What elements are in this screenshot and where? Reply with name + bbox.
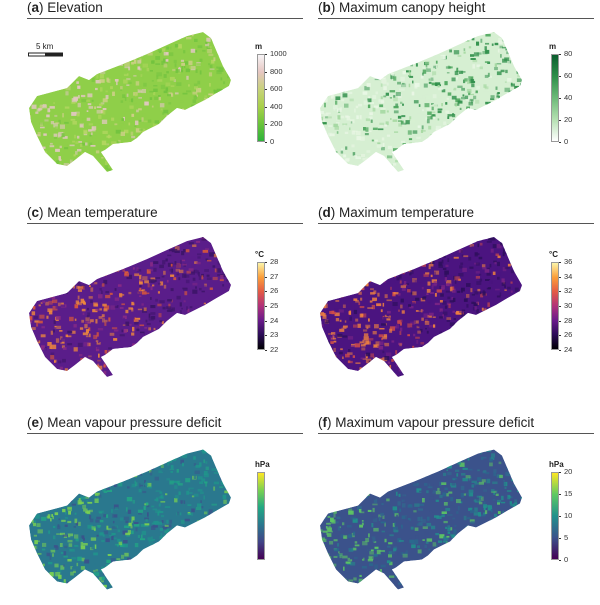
colorbar-unit: m — [255, 42, 262, 51]
colorbar-tick-mark — [559, 54, 561, 55]
colorbar-tick-label: 32 — [564, 286, 572, 295]
colorbar-tick-label: 0 — [270, 137, 274, 146]
colorbar-tick-mark — [559, 494, 561, 495]
colorbar-unit: hPa — [255, 460, 270, 469]
colorbar-tick-mark — [559, 76, 561, 77]
colorbar-unit: °C — [255, 250, 264, 259]
colorbar-gradient — [551, 262, 559, 350]
colorbar-tick-mark — [559, 560, 561, 561]
colorbar-tick-label: 26 — [564, 330, 572, 339]
colorbar-tick-label: 20 — [564, 115, 572, 124]
colorbar-tick-mark — [265, 335, 267, 336]
colorbar-tick-mark — [559, 538, 561, 539]
colorbar-tick-label: 20 — [564, 467, 572, 476]
colorbar-gradient — [551, 54, 559, 142]
colorbar-tick-label: 36 — [564, 257, 572, 266]
mean-temperature-map — [27, 225, 237, 385]
colorbar-tick-label: 24 — [270, 316, 278, 325]
panel-title: (b) Maximum canopy height — [318, 0, 485, 15]
colorbar-tick-mark — [559, 516, 561, 517]
colorbar-tick-mark — [559, 277, 561, 278]
colorbar-tick-mark — [559, 98, 561, 99]
colorbar-tick-label: 34 — [564, 272, 572, 281]
panel-d: (d) Maximum temperature °C 36 34 32 30 28 26 24 — [318, 205, 594, 395]
scale-bar-label: 5 km — [36, 42, 53, 51]
panel-title: (c) Mean temperature — [27, 205, 158, 220]
elevation-map — [27, 20, 237, 180]
colorbar-tick-label: 0 — [564, 137, 568, 146]
colorbar-tick-label: 600 — [270, 84, 283, 93]
colorbar-tick-label: 22 — [270, 345, 278, 354]
panel-title: (f) Maximum vapour pressure deficit — [318, 415, 534, 430]
panel-b: (b) Maximum canopy height m 80 60 40 20 0 — [318, 0, 594, 190]
panel-e: (e) Mean vapour pressure deficit hPa — [27, 415, 303, 605]
colorbar-tick-mark — [559, 306, 561, 307]
colorbar-gradient — [257, 472, 265, 560]
colorbar-tick-mark — [265, 124, 267, 125]
colorbar-tick-mark — [265, 277, 267, 278]
colorbar-unit: hPa — [549, 460, 564, 469]
mean-vpd-map — [27, 435, 237, 600]
colorbar-tick-mark — [559, 350, 561, 351]
colorbar-tick-label: 800 — [270, 67, 283, 76]
colorbar-tick-mark — [265, 262, 267, 263]
colorbar-gradient — [257, 262, 265, 350]
title-divider — [318, 433, 594, 434]
colorbar-tick-mark — [559, 472, 561, 473]
title-divider — [318, 223, 594, 224]
colorbar-gradient — [551, 472, 559, 560]
colorbar-tick-label: 23 — [270, 330, 278, 339]
colorbar-tick-label: 80 — [564, 49, 572, 58]
colorbar-tick-mark — [265, 72, 267, 73]
colorbar-tick-label: 60 — [564, 71, 572, 80]
colorbar-tick-label: 28 — [270, 257, 278, 266]
colorbar-tick-mark — [265, 142, 267, 143]
colorbar-tick-label: 24 — [564, 345, 572, 354]
title-divider — [27, 223, 303, 224]
colorbar-tick-mark — [559, 291, 561, 292]
colorbar-unit: °C — [549, 250, 558, 259]
colorbar-tick-label: 30 — [564, 301, 572, 310]
colorbar-tick-mark — [559, 142, 561, 143]
colorbar-tick-mark — [559, 335, 561, 336]
colorbar-tick-mark — [265, 321, 267, 322]
colorbar-tick-label: 40 — [564, 93, 572, 102]
colorbar-tick-label: 5 — [564, 533, 568, 542]
colorbar-tick-label: 400 — [270, 102, 283, 111]
colorbar-unit: m — [549, 42, 556, 51]
colorbar-tick-mark — [265, 89, 267, 90]
panel-a: (a) Elevation 5 km m 1000 800 600 400 200 0 — [27, 0, 303, 190]
colorbar-tick-mark — [265, 291, 267, 292]
study-area — [29, 237, 231, 377]
colorbar-tick-label: 26 — [270, 286, 278, 295]
colorbar-tick-mark — [265, 107, 267, 108]
maximum-vpd-map — [318, 435, 528, 600]
colorbar-tick-label: 200 — [270, 119, 283, 128]
colorbar-tick-mark — [559, 262, 561, 263]
colorbar-tick-label: 28 — [564, 316, 572, 325]
colorbar-tick-label: 0 — [564, 555, 568, 564]
title-divider — [27, 433, 303, 434]
colorbar-tick-label: 25 — [270, 301, 278, 310]
colorbar-tick-mark — [265, 306, 267, 307]
colorbar-tick-label: 10 — [564, 511, 572, 520]
colorbar-tick-label: 15 — [564, 489, 572, 498]
title-divider — [27, 18, 303, 19]
panel-title: (d) Maximum temperature — [318, 205, 474, 220]
panel-title: (e) Mean vapour pressure deficit — [27, 415, 221, 430]
colorbar-gradient — [257, 54, 265, 142]
colorbar-tick-mark — [559, 321, 561, 322]
colorbar-tick-mark — [265, 54, 267, 55]
canopy-height-map — [318, 20, 528, 180]
panel-c: (c) Mean temperature °C 28 27 26 25 24 23 22 — [27, 205, 303, 395]
colorbar-tick-mark — [559, 120, 561, 121]
colorbar-tick-label: 27 — [270, 272, 278, 281]
colorbar-tick-label: 1000 — [270, 49, 287, 58]
panel-title: (a) Elevation — [27, 0, 103, 15]
colorbar-tick-mark — [265, 350, 267, 351]
maximum-temperature-map — [318, 225, 528, 385]
title-divider — [318, 18, 594, 19]
